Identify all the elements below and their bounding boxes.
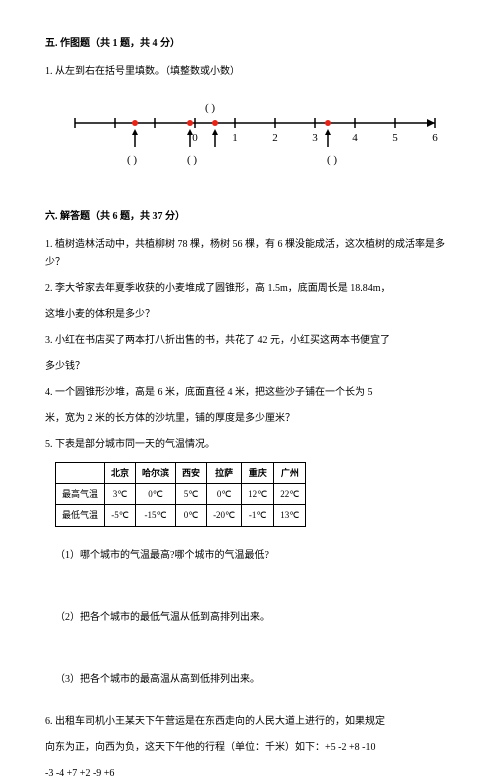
- table-cell: 最高气温: [56, 484, 105, 505]
- table-cell: 3℃: [105, 484, 136, 505]
- table-cell: 0℃: [207, 484, 242, 505]
- table-row: 最低气温-5℃-15℃0℃-20℃-1℃13℃: [56, 505, 306, 526]
- svg-text:6: 6: [432, 132, 438, 144]
- section6-title: 六. 解答题（共 6 题，共 37 分）: [45, 208, 455, 226]
- svg-text:( ): ( ): [127, 154, 137, 166]
- table-cell: -5℃: [105, 505, 136, 526]
- svg-text:( ): ( ): [327, 154, 337, 166]
- sub-q1: （1）哪个城市的气温最高?哪个城市的气温最低?: [55, 547, 455, 565]
- section5-title: 五. 作图题（共 1 题，共 4 分）: [45, 35, 455, 53]
- svg-text:2: 2: [272, 132, 278, 144]
- q6-1: 1. 植树造林活动中，共植柳树 78 棵，杨树 56 棵，有 6 棵没能成活，这…: [45, 236, 455, 272]
- q5-1: 1. 从左到右在括号里填数。（填整数或小数）: [45, 63, 455, 81]
- svg-text:1: 1: [232, 132, 238, 144]
- q6-2b: 这堆小麦的体积是多少？: [45, 306, 455, 324]
- table-row: 最高气温3℃0℃5℃0℃12℃22℃: [56, 484, 306, 505]
- table-header: 西安: [176, 463, 207, 484]
- q6-3b: 多少钱？: [45, 358, 455, 376]
- q6-6a: 6. 出租车司机小王某天下午营运是在东西走向的人民大道上进行的，如果规定: [45, 713, 455, 731]
- sub-q3: （3）把各个城市的最高温从高到低排列出来。: [55, 671, 455, 689]
- table-cell: 22℃: [274, 484, 306, 505]
- temperature-table: 北京哈尔滨西安拉萨重庆广州 最高气温3℃0℃5℃0℃12℃22℃最低气温-5℃-…: [55, 462, 306, 527]
- svg-text:0: 0: [192, 132, 198, 144]
- table-cell: 0℃: [136, 484, 176, 505]
- q6-4a: 4. 一个圆锥形沙堆，高是 6 米，底面直径 4 米，把这些沙子铺在一个长为 5: [45, 384, 455, 402]
- q6-3a: 3. 小红在书店买了两本打八折出售的书，共花了 42 元，小红买这两本书便宜了: [45, 332, 455, 350]
- svg-text:3: 3: [312, 132, 318, 144]
- sub-q2: （2）把各个城市的最低气温从低到高排列出来。: [55, 609, 455, 627]
- number-line: 0 1 2 3 4 5 6 ( ) ( ) ( ) ( ): [65, 93, 445, 180]
- svg-text:( ): ( ): [187, 154, 197, 166]
- table-cell: -1℃: [242, 505, 274, 526]
- svg-text:( ): ( ): [205, 102, 215, 114]
- table-header: 重庆: [242, 463, 274, 484]
- table-header: [56, 463, 105, 484]
- table-cell: 5℃: [176, 484, 207, 505]
- svg-text:4: 4: [352, 132, 358, 144]
- table-cell: 12℃: [242, 484, 274, 505]
- table-header: 北京: [105, 463, 136, 484]
- svg-text:5: 5: [392, 132, 398, 144]
- table-header: 哈尔滨: [136, 463, 176, 484]
- q6-6c: -3 -4 +7 +2 -9 +6: [45, 765, 455, 783]
- table-cell: 最低气温: [56, 505, 105, 526]
- table-cell: -15℃: [136, 505, 176, 526]
- q6-5: 5. 下表是部分城市同一天的气温情况。: [45, 436, 455, 454]
- table-cell: 13℃: [274, 505, 306, 526]
- table-cell: -20℃: [207, 505, 242, 526]
- q6-2a: 2. 李大爷家去年夏季收获的小麦堆成了圆锥形，高 1.5m，底面周长是 18.8…: [45, 280, 455, 298]
- q6-4b: 米，宽为 2 米的长方体的沙坑里，铺的厚度是多少厘米？: [45, 410, 455, 428]
- table-header: 广州: [274, 463, 306, 484]
- q6-6b: 向东为正，向西为负，这天下午他的行程（单位：千米）如下：+5 -2 +8 -10: [45, 739, 455, 757]
- table-cell: 0℃: [176, 505, 207, 526]
- table-header: 拉萨: [207, 463, 242, 484]
